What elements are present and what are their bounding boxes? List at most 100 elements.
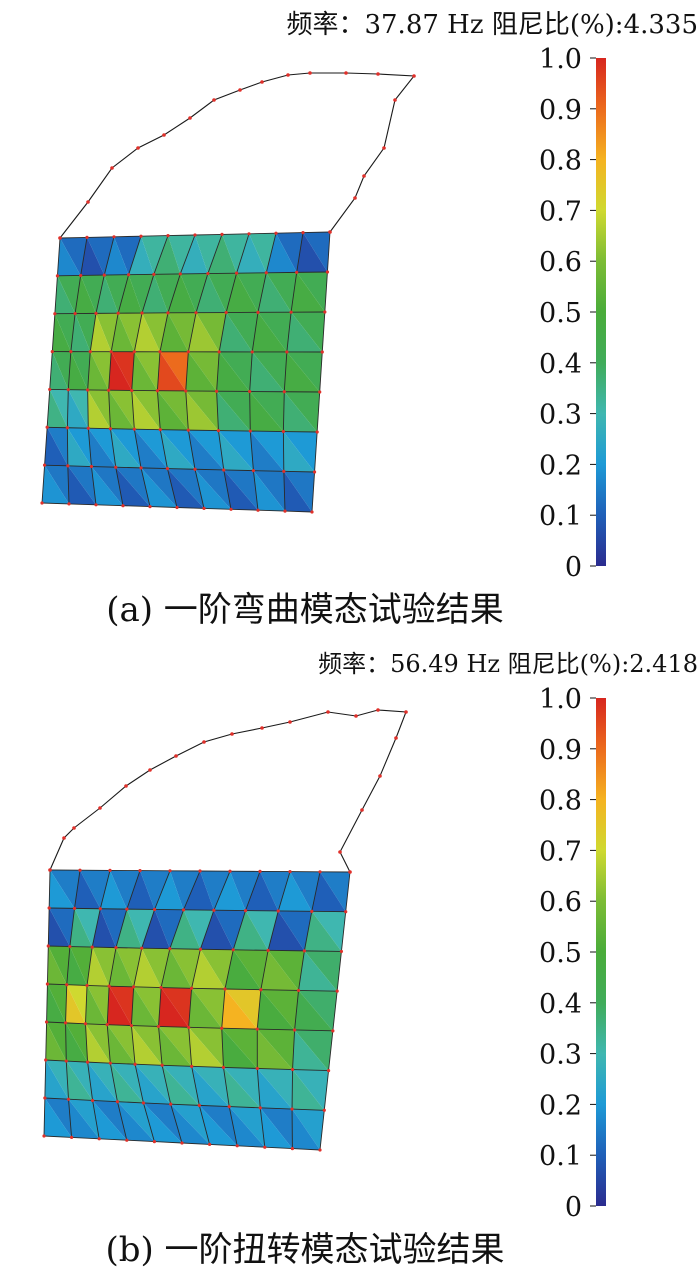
mesh-node <box>221 1065 226 1069</box>
mesh-cell <box>304 950 342 992</box>
mesh-cell <box>191 1066 230 1107</box>
mesh-cell <box>249 351 285 392</box>
mesh-node <box>107 388 111 392</box>
mesh-node <box>193 233 197 237</box>
mesh-node <box>109 350 113 354</box>
mesh-cell <box>67 465 97 505</box>
mesh-cell <box>169 909 201 950</box>
mesh-cell <box>278 871 312 912</box>
frame-node <box>148 768 152 772</box>
mesh-node <box>121 504 125 508</box>
mesh-cell <box>92 1100 127 1141</box>
mesh-node <box>44 1020 49 1024</box>
mesh-node <box>180 1141 184 1145</box>
mesh-cell <box>207 273 237 313</box>
mesh-cell <box>236 272 267 313</box>
mesh-node <box>85 235 89 239</box>
mesh-node <box>90 1098 95 1103</box>
mesh-cell <box>157 390 189 431</box>
mesh-node <box>168 869 172 873</box>
mesh-cell <box>292 1029 329 1071</box>
mesh-cell <box>50 870 80 909</box>
mesh-cell <box>45 1022 67 1062</box>
mesh-cell <box>278 910 312 951</box>
mesh-node <box>158 428 162 432</box>
mesh-cell <box>185 390 219 431</box>
mesh-cell <box>74 870 101 909</box>
mesh-cell <box>108 390 135 430</box>
mesh-node <box>223 987 227 991</box>
mesh-cell <box>104 236 129 276</box>
mesh-line <box>65 870 81 1138</box>
mesh-cell <box>110 870 140 910</box>
mesh-cell <box>257 1068 293 1110</box>
mesh-cell <box>126 870 155 910</box>
mesh-nodes <box>40 230 332 514</box>
frame-node <box>394 736 398 740</box>
mesh-node <box>288 870 292 874</box>
mesh-nodes <box>42 868 352 1152</box>
mesh-node <box>186 350 190 354</box>
frame-node <box>124 784 128 788</box>
mesh-cell <box>42 465 70 504</box>
mesh-node <box>97 1137 101 1141</box>
mesh-node <box>256 508 260 512</box>
mesh-node <box>189 986 194 990</box>
mesh-cell <box>250 431 284 472</box>
mesh-cell <box>200 949 234 989</box>
mesh-node <box>114 465 118 469</box>
mesh-cell <box>87 236 114 276</box>
mesh-cell <box>188 988 222 1029</box>
mesh-cell <box>140 870 170 910</box>
frame-node <box>58 236 62 240</box>
mesh-cell <box>292 1109 320 1150</box>
mesh-node <box>198 947 202 951</box>
mesh-line <box>291 871 321 1149</box>
frame-node <box>110 166 114 170</box>
colorbar-tick-label: 0.8 <box>539 146 582 177</box>
mesh-node <box>140 311 144 315</box>
colorbar-tick-label: 0.3 <box>539 1040 582 1071</box>
mesh-cell <box>196 312 227 352</box>
damping-label-a: 阻尼比(%):4.335 <box>491 10 698 40</box>
mesh-cell <box>266 272 297 313</box>
frame-node <box>286 73 290 77</box>
mesh-cell <box>100 870 127 910</box>
mesh-node <box>50 349 54 354</box>
mesh-cell <box>296 232 328 273</box>
mesh-cell <box>257 1029 295 1070</box>
mesh-cell <box>65 1022 88 1063</box>
mesh-cell <box>185 351 217 392</box>
mesh-cell <box>91 466 124 506</box>
mesh-cell <box>224 989 261 1030</box>
mesh-cell <box>115 467 151 507</box>
mesh-node <box>68 944 72 949</box>
colorbar-tick-label: 0.7 <box>539 836 582 867</box>
mesh-cell <box>134 429 168 469</box>
colorbar-tick-label: 0 <box>565 552 582 580</box>
mesh-cell <box>95 275 119 314</box>
mesh-node <box>141 1101 146 1105</box>
mesh-node <box>85 983 89 988</box>
mesh-cell <box>104 274 129 314</box>
mesh-node <box>198 869 202 873</box>
mesh-cell <box>47 984 67 1023</box>
frame-node <box>344 71 348 75</box>
mesh-node <box>78 868 82 872</box>
mesh-cell <box>268 950 305 991</box>
mesh-surface <box>44 870 350 1150</box>
mesh-node <box>206 271 210 276</box>
mesh-cell <box>170 870 200 910</box>
mesh-cell <box>195 469 232 510</box>
mesh-node <box>282 469 286 473</box>
frame-node <box>188 116 192 120</box>
mesh-node <box>108 1061 112 1065</box>
mesh-node <box>283 509 287 513</box>
mesh-cell <box>44 1098 72 1138</box>
mesh-node <box>264 271 268 275</box>
mesh-cell <box>157 390 189 431</box>
mesh-node <box>130 388 134 393</box>
mesh-node <box>132 350 136 354</box>
mesh-node <box>255 1066 259 1071</box>
frame-node <box>362 174 366 178</box>
